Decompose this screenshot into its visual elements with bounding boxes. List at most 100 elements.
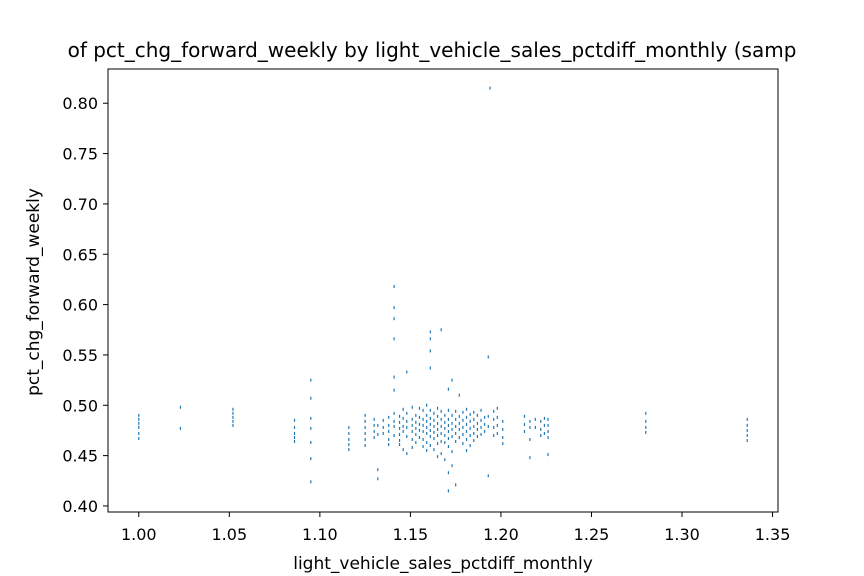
data-point-86: [415, 420, 417, 424]
data-point-183: [469, 419, 471, 423]
data-point-230: [540, 427, 542, 431]
data-point-235: [547, 417, 549, 421]
data-point-162: [455, 424, 457, 428]
data-point-150: [447, 445, 450, 449]
data-point-153: [451, 378, 453, 382]
y-tick-label-0.70: 0.70: [62, 195, 98, 214]
data-point-152: [447, 489, 450, 493]
data-point-72: [402, 448, 404, 452]
data-point-148: [447, 429, 450, 433]
data-point-32: [364, 425, 366, 429]
data-point-103: [426, 419, 428, 423]
data-point-49: [388, 429, 390, 433]
data-point-55: [393, 337, 395, 341]
data-point-173: [462, 425, 464, 429]
data-point-112: [429, 408, 431, 412]
data-point-101: [426, 403, 428, 407]
data-point-185: [469, 433, 471, 437]
data-point-100: [422, 445, 424, 449]
x-axis: 1.00 1.05 1.10 1.15 1.20 1.25 1.30 1.35: [121, 512, 790, 544]
data-point-97: [422, 423, 424, 427]
data-point-212: [496, 406, 498, 410]
data-point-117: [429, 444, 431, 448]
data-point-213: [496, 415, 498, 419]
y-tick-label-0.45: 0.45: [62, 447, 98, 466]
data-point-38: [373, 429, 375, 433]
data-point-82: [411, 429, 413, 433]
data-point-116: [429, 434, 431, 438]
data-point-98: [422, 429, 424, 433]
data-point-245: [746, 423, 748, 427]
data-point-195: [476, 434, 479, 438]
data-point-137: [440, 452, 442, 456]
y-tick-label-0.65: 0.65: [62, 245, 98, 264]
x-tick-label-1.15: 1.15: [393, 525, 429, 544]
data-point-92: [418, 422, 421, 426]
data-point-73: [406, 370, 408, 374]
data-point-89: [415, 441, 417, 445]
data-point-19: [310, 396, 312, 400]
x-axis-label: light_vehicle_sales_pctdiff_monthly: [293, 554, 593, 574]
data-point-110: [429, 349, 431, 353]
x-tick-label-1.10: 1.10: [302, 525, 338, 544]
data-point-70: [402, 424, 404, 428]
data-point-157: [451, 434, 453, 438]
data-point-163: [455, 431, 457, 435]
data-point-197: [480, 418, 482, 422]
data-point-24: [310, 480, 312, 484]
data-point-192: [476, 413, 479, 417]
data-point-13: [293, 418, 296, 422]
data-point-226: [529, 456, 531, 460]
data-point-62: [398, 414, 401, 418]
data-point-3: [138, 425, 140, 429]
data-point-68: [402, 407, 404, 411]
data-point-67: [398, 443, 401, 447]
data-point-102: [426, 413, 428, 417]
data-point-186: [469, 444, 471, 448]
data-point-39: [373, 436, 375, 439]
data-point-210: [493, 425, 495, 429]
data-point-44: [382, 418, 384, 422]
data-point-81: [411, 423, 413, 427]
data-point-111: [429, 366, 431, 370]
data-point-61: [393, 433, 395, 437]
data-point-196: [480, 408, 482, 412]
data-point-136: [440, 440, 442, 444]
data-point-20: [310, 416, 312, 420]
data-point-217: [502, 427, 504, 431]
data-point-21: [310, 426, 312, 430]
data-point-242: [645, 425, 647, 429]
data-point-8: [232, 407, 234, 411]
data-point-76: [406, 425, 408, 429]
data-point-15: [293, 431, 296, 435]
data-point-35: [364, 444, 366, 448]
data-point-145: [447, 408, 450, 412]
data-point-233: [543, 423, 546, 427]
data-point-51: [388, 443, 390, 447]
data-point-120: [433, 424, 435, 428]
data-point-227: [534, 417, 536, 421]
data-point-22: [310, 441, 312, 445]
data-point-107: [426, 449, 428, 453]
data-point-108: [429, 330, 431, 334]
data-point-118: [433, 411, 435, 415]
data-points: [138, 86, 748, 493]
data-point-203: [487, 355, 489, 359]
data-point-211: [493, 433, 495, 437]
data-point-25: [348, 425, 350, 429]
data-point-48: [388, 423, 390, 427]
data-point-177: [465, 415, 468, 419]
data-point-206: [487, 474, 489, 478]
data-point-80: [411, 417, 413, 421]
data-point-47: [388, 415, 390, 419]
data-point-201: [484, 422, 486, 426]
data-point-6: [179, 405, 182, 409]
data-point-238: [547, 436, 549, 439]
y-tick-label-0.60: 0.60: [62, 296, 98, 315]
data-point-156: [451, 427, 453, 431]
data-point-41: [377, 432, 379, 436]
data-point-237: [547, 429, 549, 433]
x-tick-label-1.20: 1.20: [483, 525, 519, 544]
data-point-229: [540, 419, 542, 423]
